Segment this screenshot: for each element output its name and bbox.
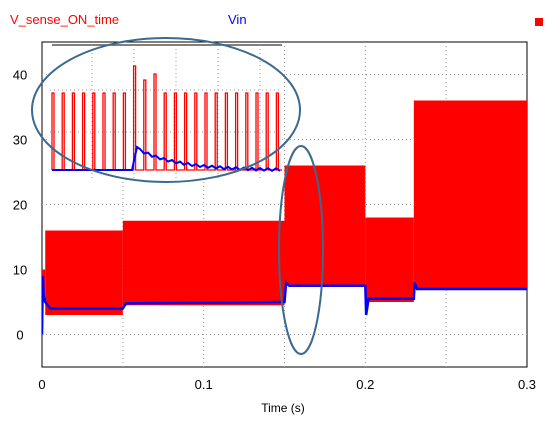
y-tick-label: 40 <box>13 68 27 83</box>
y-tick-label: 30 <box>13 133 27 148</box>
inset-vin-line <box>52 145 281 172</box>
x-axis-label: Time (s) <box>261 401 305 415</box>
inset <box>50 44 282 180</box>
x-tick-label: 0 <box>38 377 45 392</box>
v-sense-envelope-segment <box>284 165 366 286</box>
v-sense-envelope-segment <box>45 230 123 315</box>
x-tick-label: 0.1 <box>195 377 213 392</box>
y-tick-label: 20 <box>13 198 27 213</box>
legend-v-sense-on-time: V_sense_ON_time <box>10 12 119 27</box>
x-tick-label: 0.3 <box>518 377 536 392</box>
legend-marker <box>535 18 543 26</box>
v-sense-envelope-segment <box>122 220 285 306</box>
legend-vin: Vin <box>228 12 247 27</box>
v-sense-envelope-segment <box>365 217 414 302</box>
axis-ticks: 0 10 20 30 40 0 0.1 0.2 0.3 <box>13 68 536 393</box>
inset-highlight-ellipse <box>31 37 301 183</box>
x-tick-label: 0.2 <box>356 377 374 392</box>
vin-line <box>42 275 527 335</box>
series-layer <box>42 100 527 335</box>
y-tick-label: 0 <box>16 328 23 343</box>
y-tick-label: 10 <box>13 263 27 278</box>
transition-highlight-ellipse <box>278 145 324 355</box>
v-sense-envelope-segment <box>413 100 527 289</box>
